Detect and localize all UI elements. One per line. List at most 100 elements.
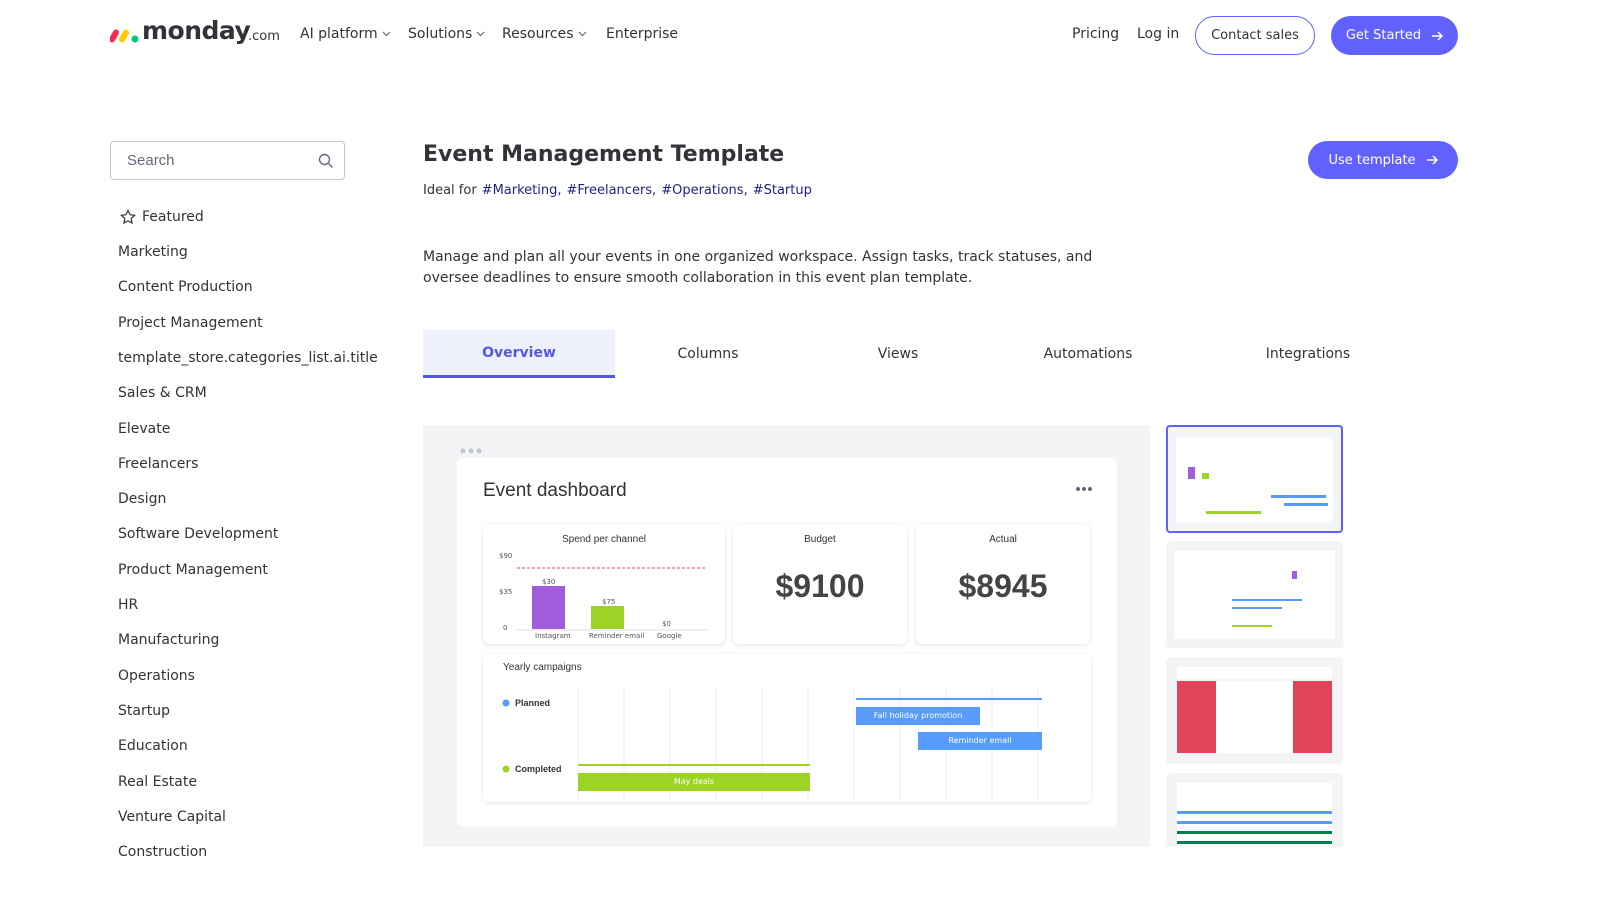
arrow-icon bbox=[1426, 155, 1438, 165]
tag-link[interactable]: #Marketing, bbox=[481, 183, 562, 198]
chevron-icon bbox=[382, 31, 391, 37]
y-tick: $90 bbox=[499, 552, 513, 560]
bar-value-label: $0 bbox=[662, 620, 671, 628]
spend-widget: Spend per channel $90 $35 0 $30 $75 $0 I… bbox=[483, 524, 725, 644]
y-tick: $35 bbox=[499, 588, 513, 596]
ideal-for-label: Ideal for bbox=[423, 183, 477, 198]
thumbnail-art bbox=[1176, 437, 1333, 523]
category-link[interactable]: Content Production bbox=[118, 279, 253, 296]
thumbnail-art bbox=[1174, 551, 1335, 639]
gantt-item: Reminder email bbox=[948, 736, 1012, 745]
thumbnail-active[interactable] bbox=[1166, 425, 1343, 533]
template-title: Event Management Template bbox=[423, 142, 785, 167]
bar-label: Google bbox=[657, 632, 682, 640]
spend-plot bbox=[517, 567, 707, 631]
use-template-label: Use template bbox=[1328, 152, 1416, 168]
logo-mark bbox=[110, 29, 139, 43]
featured-category[interactable]: Featured bbox=[142, 209, 204, 225]
category-link[interactable]: Construction bbox=[118, 844, 208, 861]
budget-label: Budget bbox=[804, 534, 836, 545]
category-link[interactable]: Product Management bbox=[118, 561, 268, 578]
thumbnail-art bbox=[1177, 667, 1332, 753]
tab[interactable]: Views bbox=[877, 346, 919, 362]
get-started-label: Get Started bbox=[1345, 28, 1422, 43]
thumbnail[interactable] bbox=[1166, 773, 1343, 847]
tag-link[interactable]: #Freelancers, bbox=[566, 183, 657, 198]
bar-label: Instagram bbox=[535, 632, 571, 640]
arrow-icon bbox=[1432, 30, 1444, 41]
category-link[interactable]: Design bbox=[118, 491, 167, 508]
pricing-link[interactable]: Pricing bbox=[1072, 26, 1120, 42]
nav-item[interactable]: Solutions bbox=[408, 26, 485, 42]
tag-list: #Marketing, #Freelancers, #Operations, #Sta… bbox=[482, 183, 812, 198]
nav-item[interactable]: Resources bbox=[502, 26, 587, 42]
search-box[interactable]: Search bbox=[110, 141, 345, 180]
bar-value-label: $30 bbox=[542, 578, 556, 586]
chevron-icon bbox=[578, 31, 586, 37]
template-description: Manage and plan all your events in one o… bbox=[423, 249, 1093, 286]
nav-item[interactable]: AI platform bbox=[300, 26, 391, 42]
category-link[interactable]: Venture Capital bbox=[118, 808, 226, 825]
category-link[interactable]: Sales & CRM bbox=[118, 385, 207, 402]
category-link[interactable]: Project Management bbox=[118, 314, 263, 331]
more-icon bbox=[1076, 487, 1092, 491]
nav-item[interactable]: Enterprise bbox=[606, 26, 678, 42]
category-link[interactable]: Operations bbox=[118, 667, 195, 684]
search-placeholder: Search bbox=[127, 152, 175, 169]
tab[interactable]: Columns bbox=[677, 346, 739, 362]
category-link[interactable]: Startup bbox=[118, 702, 170, 719]
category-link[interactable]: Elevate bbox=[118, 420, 171, 437]
nav-label: Solutions bbox=[408, 26, 473, 42]
nav-label: Enterprise bbox=[606, 26, 679, 42]
tab[interactable]: Integrations bbox=[1265, 346, 1351, 362]
ideal-for: Ideal for #Marketing, #Freelancers, #Opera… bbox=[423, 183, 812, 198]
category-link[interactable]: Freelancers bbox=[118, 455, 199, 472]
preview-panel: Event dashboard Spend per channel $90 $3… bbox=[423, 425, 1150, 847]
category-link[interactable]: Marketing bbox=[118, 244, 188, 260]
budget-value: $9100 bbox=[775, 568, 865, 604]
category-link[interactable]: Software Development bbox=[118, 526, 279, 543]
budget-widget: Budget $9100 bbox=[733, 524, 907, 644]
spend-title: Spend per channel bbox=[562, 534, 646, 545]
actual-value: $8945 bbox=[958, 568, 1048, 604]
chevron-icon bbox=[476, 31, 485, 37]
campaigns-title: Yearly campaigns bbox=[503, 662, 582, 673]
actual-widget: Actual $8945 bbox=[916, 524, 1090, 644]
bar-label: Reminder email bbox=[589, 632, 645, 640]
dashboard: Event dashboard Spend per channel $90 $3… bbox=[457, 458, 1117, 827]
nav-label: Resources bbox=[502, 26, 574, 42]
category-link[interactable]: Real Estate bbox=[118, 773, 197, 790]
tab[interactable]: Automations bbox=[1043, 346, 1133, 362]
campaigns-widget: Yearly campaigns Planned Completed Fall … bbox=[483, 654, 1091, 802]
star-icon bbox=[120, 209, 136, 225]
group-label: Planned bbox=[515, 698, 551, 708]
category-link[interactable]: Manufacturing bbox=[118, 632, 220, 649]
logo-suffix: .com bbox=[248, 29, 280, 44]
gantt bbox=[502, 688, 1042, 802]
use-template-button[interactable]: Use template bbox=[1308, 141, 1458, 179]
bar-value-label: $75 bbox=[602, 598, 616, 606]
actual-label: Actual bbox=[989, 534, 1017, 545]
login-link[interactable]: Log in bbox=[1137, 26, 1180, 42]
thumbnail[interactable] bbox=[1166, 657, 1343, 764]
category-link[interactable]: Education bbox=[118, 738, 188, 755]
tab[interactable]: Overview bbox=[423, 330, 615, 378]
search-icon bbox=[318, 153, 333, 168]
nav-label: AI platform bbox=[300, 26, 378, 42]
window-dots bbox=[460, 448, 482, 454]
get-started-button[interactable]: Get Started bbox=[1331, 16, 1458, 55]
category-link[interactable]: template_store.categories_list.ai.title bbox=[118, 349, 378, 366]
tag-link[interactable]: #Startup bbox=[752, 183, 812, 198]
thumbnail-art bbox=[1177, 783, 1332, 847]
gantt-item: May deals bbox=[673, 777, 715, 786]
dashboard-title: Event dashboard bbox=[483, 480, 627, 501]
tag-link[interactable]: #Operations, bbox=[661, 183, 748, 198]
contact-sales-button[interactable]: Contact sales bbox=[1195, 16, 1315, 55]
logo-name[interactable]: monday bbox=[142, 16, 251, 45]
gantt-item: Fall holiday promotion bbox=[873, 711, 963, 720]
category-link[interactable]: HR bbox=[118, 597, 139, 613]
y-tick: 0 bbox=[503, 624, 508, 632]
group-label: Completed bbox=[515, 764, 562, 774]
thumbnail[interactable] bbox=[1166, 541, 1343, 648]
